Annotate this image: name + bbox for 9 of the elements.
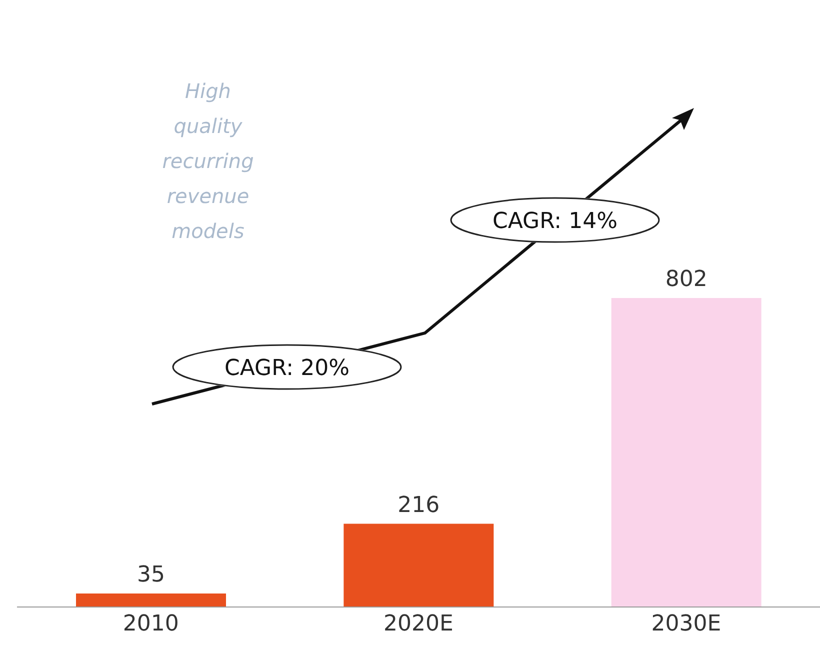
data-label: 216 [398,492,440,518]
text: High quality recurring revenue models [161,78,255,245]
data-label: 35 [137,562,165,588]
text: CAGR: 14% [492,209,618,234]
annotation: CAGR: 20% [224,356,350,381]
x-tick-label: 2010 [122,612,179,637]
x-tick-label: 2020E [384,612,454,637]
data-label: 802 [665,267,708,292]
x-tick-label: 2030E [651,612,722,637]
